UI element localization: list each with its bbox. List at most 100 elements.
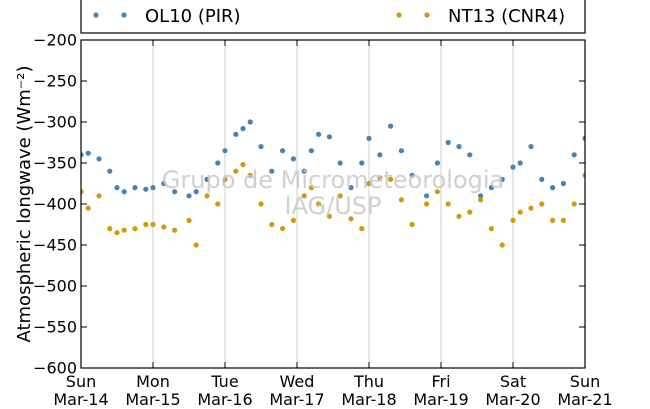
data-point — [215, 160, 221, 166]
data-point — [488, 226, 494, 232]
data-point — [172, 227, 178, 233]
x-tick-label-day: Sat — [500, 372, 526, 391]
data-point — [510, 164, 516, 170]
data-point — [388, 176, 394, 182]
data-point — [467, 209, 473, 215]
data-point — [150, 185, 156, 191]
data-point — [186, 217, 192, 223]
legend-label-ol10: OL10 (PIR) — [145, 6, 241, 27]
data-point — [193, 242, 199, 248]
x-tick-label-date: Mar-14 — [53, 390, 108, 409]
y-tick-label: −450 — [33, 236, 77, 255]
data-point — [280, 226, 286, 232]
data-point — [398, 148, 404, 154]
data-point — [161, 224, 167, 230]
data-point — [434, 160, 440, 166]
data-point — [366, 135, 372, 141]
series-layer — [81, 119, 585, 248]
data-point — [409, 221, 415, 228]
data-point — [377, 175, 383, 181]
data-point — [240, 162, 246, 168]
data-point — [337, 193, 343, 199]
data-point — [539, 176, 545, 182]
data-point — [81, 152, 84, 158]
y-tick-label: −200 — [33, 31, 77, 50]
data-point — [269, 168, 275, 174]
data-point — [456, 213, 462, 219]
data-point — [280, 148, 286, 154]
y-tick-label: −550 — [33, 318, 77, 337]
x-tick-label-day: Sun — [66, 372, 96, 391]
x-tick-label-day: Thu — [353, 372, 384, 391]
data-point — [114, 185, 120, 191]
plot-area — [81, 40, 585, 368]
x-tick-label-day: Tue — [210, 372, 238, 391]
data-point — [377, 152, 383, 158]
data-point — [326, 134, 332, 140]
data-point — [301, 168, 307, 174]
data-point — [172, 189, 178, 195]
x-tick-label-date: Mar-17 — [269, 390, 324, 409]
data-point — [445, 139, 451, 146]
data-point — [499, 176, 505, 182]
x-tick-label-date: Mar-16 — [197, 390, 252, 409]
watermark-line-2: IAG/USP — [284, 192, 381, 220]
x-tick-label-day: Fri — [431, 372, 450, 391]
data-point — [132, 185, 138, 191]
legend-marker-ol10 — [93, 12, 99, 18]
legend-marker-nt13 — [396, 12, 402, 18]
data-point — [204, 193, 210, 199]
data-point — [85, 150, 91, 156]
data-point — [571, 152, 577, 158]
x-tick-label-day: Mon — [136, 372, 170, 391]
data-point — [528, 144, 534, 150]
data-point — [582, 135, 585, 141]
y-tick-label: −500 — [33, 277, 77, 296]
data-point — [308, 185, 314, 191]
data-point — [240, 126, 246, 132]
data-point — [96, 193, 102, 199]
y-tick-label: −600 — [33, 359, 77, 378]
data-point — [550, 185, 556, 191]
data-point — [388, 123, 394, 129]
data-point — [467, 152, 473, 158]
data-point — [290, 156, 296, 162]
data-point — [96, 156, 102, 162]
data-point — [550, 217, 556, 223]
data-point — [85, 205, 91, 211]
data-point — [258, 144, 264, 150]
data-point — [132, 226, 138, 232]
data-point — [517, 160, 523, 166]
data-point — [359, 226, 365, 232]
data-point — [114, 230, 120, 236]
data-point — [193, 189, 199, 195]
data-point — [517, 209, 523, 215]
data-point — [186, 193, 192, 199]
data-point — [150, 221, 156, 228]
data-point — [316, 131, 322, 137]
grid — [152, 40, 514, 368]
y-axis-label: Atmospheric longwave (Wm⁻²) — [14, 65, 35, 342]
data-point — [290, 217, 296, 223]
data-point — [478, 197, 484, 203]
y-tick-label: −350 — [33, 154, 77, 173]
data-point — [528, 205, 534, 211]
data-point — [258, 201, 264, 207]
data-point — [308, 148, 314, 154]
data-point — [488, 185, 494, 191]
y-tick-label: −250 — [33, 72, 77, 91]
data-point — [204, 176, 210, 182]
data-point — [233, 131, 239, 137]
data-point — [161, 180, 167, 187]
x-tick-label-date: Mar-21 — [557, 390, 612, 409]
data-point — [456, 144, 462, 150]
y-axis: −600 −550 −500 −450 −400 −350 −300 −250 −200 — [33, 31, 585, 378]
data-point — [510, 217, 516, 223]
series-nt13 — [81, 162, 585, 248]
data-point — [434, 189, 440, 195]
data-point — [398, 197, 404, 203]
legend-marker-ol10 — [121, 12, 127, 18]
data-point — [348, 185, 354, 191]
data-point — [337, 160, 343, 166]
data-point — [366, 180, 372, 187]
